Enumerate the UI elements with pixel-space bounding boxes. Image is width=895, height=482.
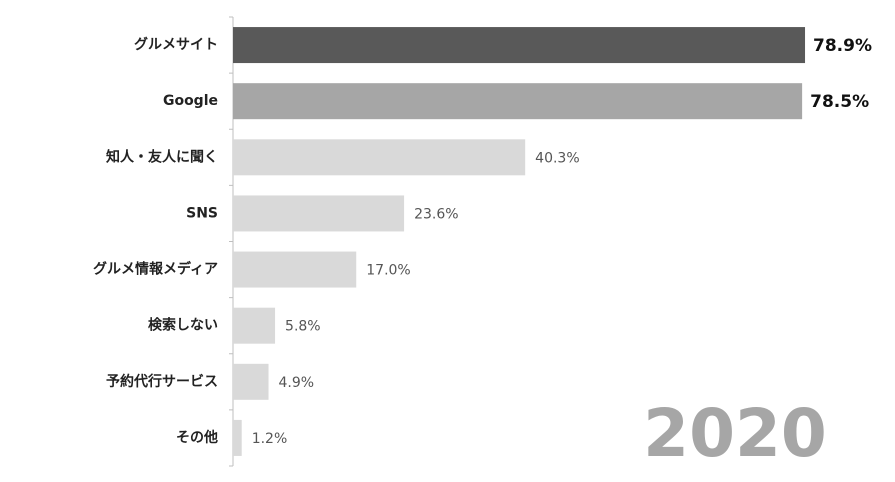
bar	[233, 363, 269, 400]
category-label: グルメサイト	[134, 36, 218, 53]
value-label: 5.8%	[285, 319, 321, 335]
bar	[233, 139, 526, 176]
value-label: 1.2%	[252, 431, 288, 447]
bar	[233, 27, 806, 64]
value-label: 78.5%	[810, 92, 869, 112]
value-label: 40.3%	[535, 150, 579, 166]
category-label: 予約代行サービス	[106, 373, 218, 390]
bar	[233, 251, 357, 288]
bar	[233, 419, 242, 456]
category-label: グルメ情報メディア	[93, 261, 218, 278]
value-label: 78.9%	[813, 36, 872, 56]
category-label: SNS	[186, 205, 218, 221]
value-label: 23.6%	[414, 206, 458, 222]
category-label: 知人・友人に聞く	[106, 148, 218, 165]
bar	[233, 83, 803, 120]
year-annotation: 2020	[643, 395, 827, 472]
category-label: 検索しない	[148, 317, 218, 334]
bar	[233, 195, 405, 232]
value-label: 4.9%	[279, 375, 315, 391]
value-label: 17.0%	[366, 263, 410, 279]
bar	[233, 307, 276, 344]
category-label: Google	[163, 93, 218, 109]
category-label: その他	[176, 429, 218, 446]
